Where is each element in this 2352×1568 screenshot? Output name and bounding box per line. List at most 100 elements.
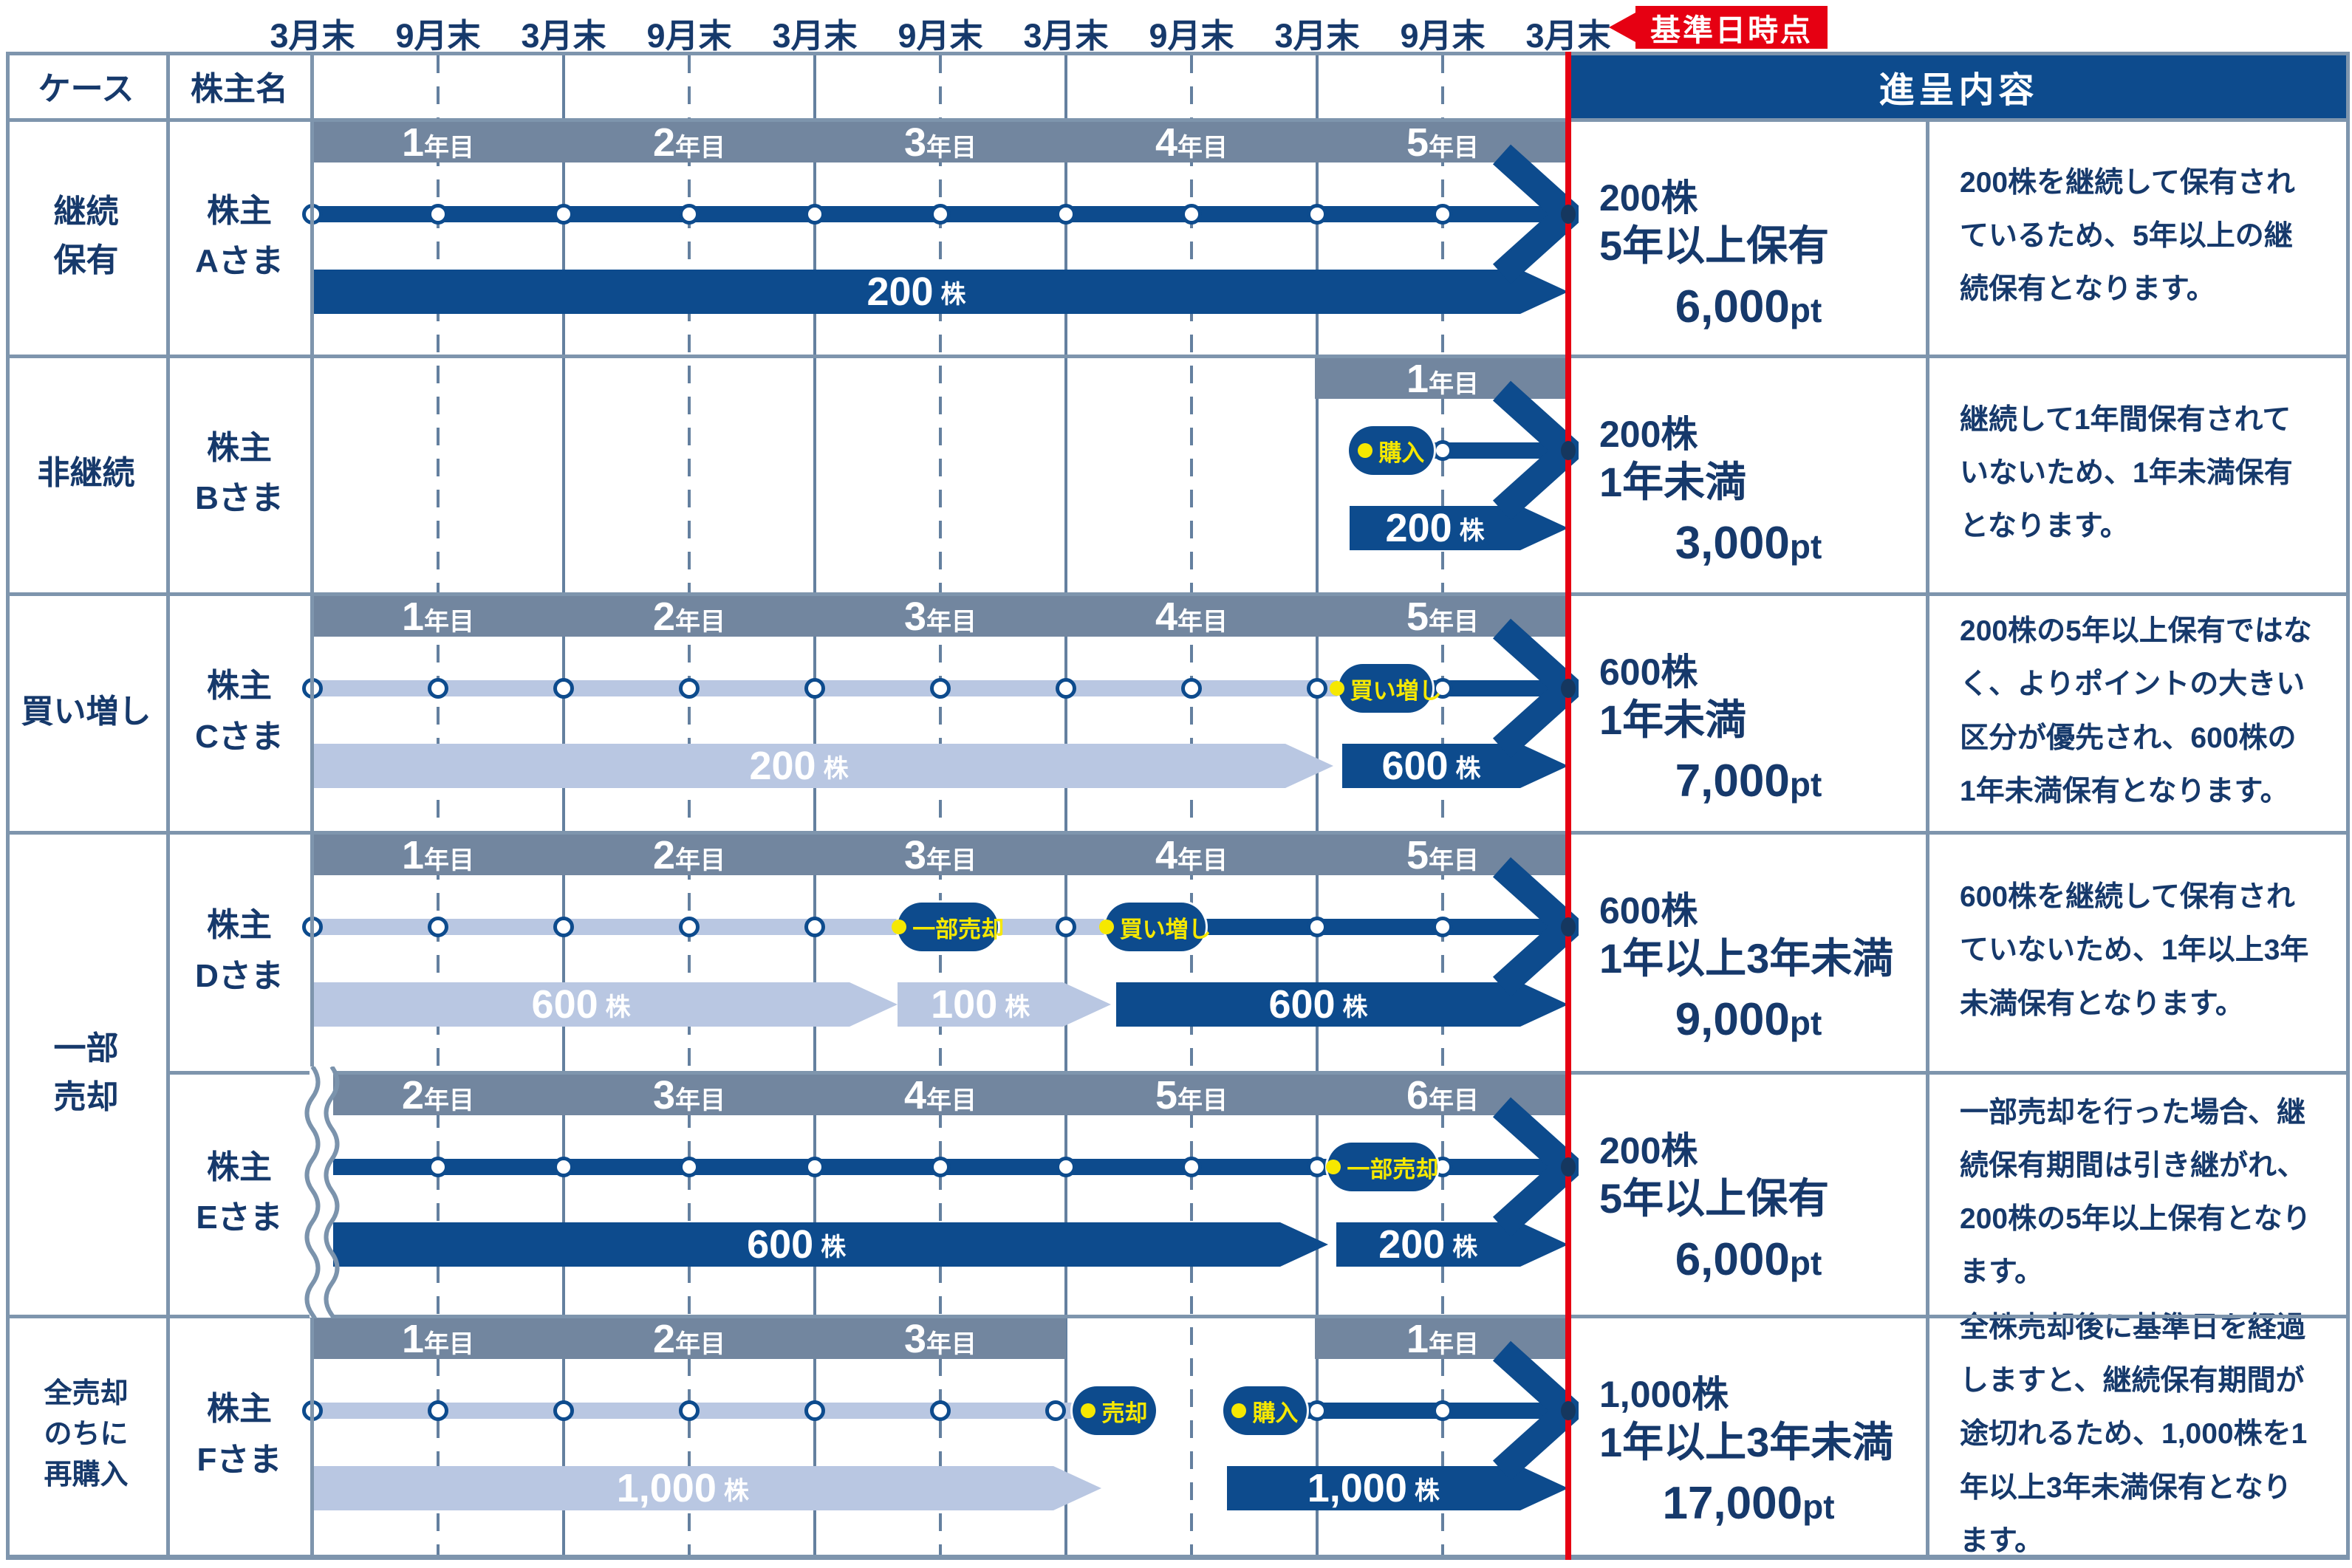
event-dot-icon xyxy=(1358,443,1373,458)
axis-tick-label: 3月末 xyxy=(270,17,355,55)
result-shares: 1,000株 xyxy=(1599,1374,1729,1415)
event-pill: 買い増し xyxy=(1098,903,1211,951)
description-text: 600株を継続して保有されていないため、1年以上3年未満保有となります。 xyxy=(1960,881,2309,1020)
shareholder-label: 株主 Eさま xyxy=(196,1148,283,1236)
holding-bar: 200 株 xyxy=(1336,1222,1520,1267)
result-cell: 600株 1年以上3年未満 9,000pt xyxy=(1571,831,1926,1071)
holding-bar-tip xyxy=(1520,1466,1568,1510)
axis-tick-label: 3月末 xyxy=(1023,17,1109,55)
year-header-bar: 1年目 2年目 3年目 4年目 5年目 xyxy=(310,595,1568,639)
axis-tick-label: 3月末 xyxy=(521,17,606,55)
timeline-segment xyxy=(312,680,1430,696)
holding-bar-tip xyxy=(1063,982,1112,1027)
timeline-marker-circle xyxy=(553,1400,574,1421)
row-border xyxy=(6,355,2346,358)
description-cell: 継続して1年間保有されていないため、1年未満保有となります。 xyxy=(1926,355,2346,592)
gridline-march xyxy=(562,55,565,1555)
result-period: 5年以上保有 xyxy=(1599,1175,1830,1222)
timeline-marker-circle xyxy=(1432,917,1453,937)
holding-bar: 1,000 株 xyxy=(312,1466,1053,1510)
gridline-september xyxy=(939,55,942,1555)
timeline-marker-circle xyxy=(1181,1157,1202,1177)
year-header-label: 6年目 xyxy=(1406,1073,1480,1117)
timeline-marker-circle xyxy=(930,1157,951,1177)
arrow-tip-dot xyxy=(1561,917,1576,937)
row-border xyxy=(6,1315,2346,1318)
year-header-label: 1年目 xyxy=(401,833,475,877)
axis-tick-label: 9月末 xyxy=(646,17,732,55)
year-header-label: 2年目 xyxy=(652,833,726,877)
year-header-label: 1年目 xyxy=(1406,357,1480,401)
holding-bar: 600 株 xyxy=(1342,744,1520,788)
description-text: 200株の5年以上保有ではなく、よりポイントの大きい区分が優先され、600株の1… xyxy=(1960,615,2312,807)
holding-bar: 1,000 株 xyxy=(1226,1466,1520,1510)
timeline-marker-circle xyxy=(428,917,448,937)
year-header-label: 5年目 xyxy=(1406,120,1480,165)
case-label: 非継続 xyxy=(37,455,135,491)
year-header-label: 2年目 xyxy=(401,1073,475,1117)
header-row-border xyxy=(6,118,2346,122)
result-shares: 200株 xyxy=(1599,1130,1698,1171)
event-pill: 一部売却 xyxy=(1326,1143,1438,1191)
gridline-september xyxy=(1190,55,1193,1555)
year-header-bar: 1年目 xyxy=(1315,357,1568,401)
year-header-label: 5年目 xyxy=(1155,1073,1228,1117)
timeline-marker-circle xyxy=(1432,440,1453,461)
timeline-marker-circle xyxy=(1056,917,1076,937)
shareholder-label: 株主 Dさま xyxy=(195,907,284,994)
shareholder-label: 株主 Cさま xyxy=(195,668,284,755)
event-dot-icon xyxy=(1326,1160,1341,1174)
table-top-border xyxy=(6,52,2346,55)
holding-bar: 600 株 xyxy=(1116,982,1520,1027)
timeline-marker-circle xyxy=(553,204,574,225)
event-pill: 買い増し xyxy=(1329,664,1442,713)
result-points: 6,000pt xyxy=(1675,281,1822,332)
row-border xyxy=(166,1071,2346,1075)
year-header-label: 3年目 xyxy=(652,1073,726,1117)
result-shares: 600株 xyxy=(1599,890,1698,931)
arrow-tip-dot xyxy=(1561,679,1576,698)
result-period: 1年未満 xyxy=(1599,459,1747,505)
table-left-border xyxy=(6,52,10,1560)
axis-tick-label: 9月末 xyxy=(395,17,481,55)
result-cell: 1,000株 1年以上3年未満 17,000pt xyxy=(1571,1315,1926,1555)
timeline-marker-circle xyxy=(804,678,825,699)
description-text: 全株売却後に基準日を経過しますと、継続保有期間が途切れるため、1,000株を1年… xyxy=(1960,1312,2308,1557)
event-pill: 購入 xyxy=(1348,426,1435,475)
description-text: 200株を継続して保有されているため、5年以上の継続保有となります。 xyxy=(1960,166,2295,306)
year-header-label: 2年目 xyxy=(652,1317,726,1361)
timeline-marker-circle xyxy=(553,1157,574,1177)
holding-bar-tip xyxy=(1520,982,1568,1027)
arrow-tip-dot xyxy=(1561,1401,1576,1420)
result-points: 17,000pt xyxy=(1662,1478,1835,1529)
shareholder-label: 株主 Fさま xyxy=(196,1391,282,1478)
timeline-marker-circle xyxy=(679,678,700,699)
year-header-label: 5年目 xyxy=(1406,833,1480,877)
holding-bar-tip xyxy=(1520,1222,1568,1267)
gridline-september xyxy=(437,55,440,1555)
axis-tick-label: 9月末 xyxy=(1400,17,1486,55)
result-cell: 200株 5年以上保有 6,000pt xyxy=(1571,118,1926,355)
result-points: 6,000pt xyxy=(1675,1234,1822,1285)
case-column-border xyxy=(166,52,170,1555)
timeline-marker-circle xyxy=(930,204,951,225)
axis-tick-label: 9月末 xyxy=(898,17,983,55)
torn-edge-icon xyxy=(304,1067,340,1318)
timeline-marker-circle xyxy=(804,204,825,225)
timeline-marker-circle xyxy=(804,1400,825,1421)
result-cell: 600株 1年未満 7,000pt xyxy=(1571,592,1926,831)
gridline-march xyxy=(1064,55,1067,1555)
holding-bar: 600 株 xyxy=(312,1222,1281,1267)
timeline-marker-circle xyxy=(428,1157,448,1177)
result-period: 1年以上3年未満 xyxy=(1599,1419,1894,1465)
timeline-marker-circle xyxy=(1307,917,1327,937)
result-points: 9,000pt xyxy=(1675,994,1822,1045)
timeline-marker-circle xyxy=(679,1157,700,1177)
event-pill: 購入 xyxy=(1223,1386,1307,1435)
timeline-marker-circle xyxy=(1056,204,1076,225)
timeline-marker-circle xyxy=(1307,204,1327,225)
timeline-marker-circle xyxy=(428,678,448,699)
holding-bar: 600 株 xyxy=(312,982,850,1027)
gridline-september xyxy=(1441,55,1444,1555)
holding-bar: 200 株 xyxy=(312,744,1286,788)
